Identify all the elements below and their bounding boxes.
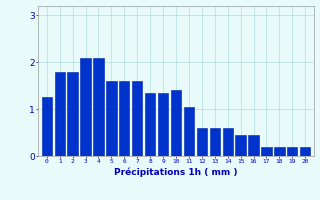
Bar — [261, 147, 272, 156]
Bar — [158, 93, 168, 156]
Bar — [132, 81, 142, 156]
Bar — [119, 81, 130, 156]
Bar — [274, 147, 284, 156]
Bar — [80, 58, 91, 156]
Bar — [184, 107, 194, 156]
Bar — [248, 135, 259, 156]
Bar — [300, 147, 310, 156]
Bar — [287, 147, 298, 156]
Bar — [145, 93, 155, 156]
Bar — [68, 72, 78, 156]
Bar — [222, 128, 233, 156]
Bar — [93, 58, 104, 156]
Bar — [106, 81, 116, 156]
Bar — [171, 90, 181, 156]
Bar — [42, 97, 52, 156]
X-axis label: Précipitations 1h ( mm ): Précipitations 1h ( mm ) — [114, 167, 238, 177]
Bar — [236, 135, 246, 156]
Bar — [210, 128, 220, 156]
Bar — [54, 72, 65, 156]
Bar — [197, 128, 207, 156]
